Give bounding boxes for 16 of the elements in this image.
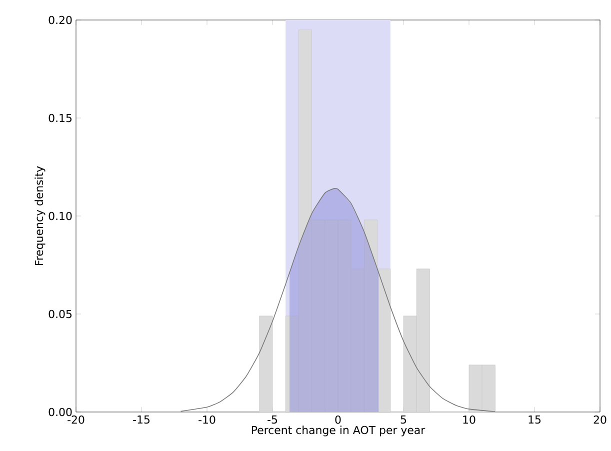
x-tick-label: 5: [400, 416, 406, 424]
y-tick-label: 0.05: [48, 310, 72, 318]
y-tick-label: 0.20: [48, 16, 72, 24]
x-tick-label: -10: [198, 416, 216, 424]
x-tick-label: -20: [68, 416, 84, 424]
y-tick-label: 0.15: [48, 114, 72, 122]
x-tick-label: -15: [133, 416, 150, 424]
x-axis-title: Percent change in AOT per year: [252, 426, 426, 436]
x-tick-label: 0: [335, 416, 341, 424]
x-tick-label: 10: [463, 416, 476, 424]
y-tick-label: 0.10: [48, 212, 72, 220]
y-tick-label: 0.00: [48, 408, 72, 416]
x-tick-label: 20: [594, 416, 606, 424]
x-tick-label: -5: [268, 416, 278, 424]
x-tick-label: 15: [528, 416, 541, 424]
y-axis-title: Frequency density: [34, 166, 46, 266]
